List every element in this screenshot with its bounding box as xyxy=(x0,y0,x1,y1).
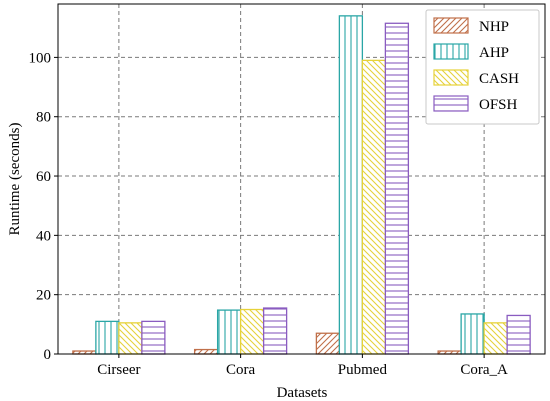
legend-label-nhp: NHP xyxy=(479,19,509,35)
y-axis-ticks: 0 20 40 60 80 100 xyxy=(29,50,58,363)
bar-ofsh-cora xyxy=(262,307,288,355)
x-tick-label: Pubmed xyxy=(338,362,388,378)
bar-ahp-pubmed xyxy=(338,15,364,355)
bar-ofsh-cirseer xyxy=(141,320,166,355)
legend-swatch-ofsh xyxy=(433,95,469,112)
bar-ahp-cora xyxy=(216,309,242,355)
legend-swatch-ahp xyxy=(433,43,469,60)
y-tick-label: 0 xyxy=(44,347,52,363)
plot-frame xyxy=(57,3,546,355)
x-tick-label: Cora_A xyxy=(460,362,508,378)
y-tick-label: 40 xyxy=(36,228,51,244)
bar-cash-cirseer xyxy=(118,322,143,355)
bar-ofsh-cora-a xyxy=(506,314,531,355)
x-axis-ticks: Cirseer Cora Pubmed Cora_A xyxy=(97,354,508,378)
y-axis-title: Runtime (seconds) xyxy=(7,123,23,236)
y-tick-label: 60 xyxy=(36,169,51,185)
bar-nhp-pubmed xyxy=(315,332,341,355)
bar-ahp-cora-a xyxy=(460,313,485,355)
legend-label-ahp: AHP xyxy=(479,45,509,61)
x-tick-label: Cirseer xyxy=(97,362,140,378)
legend-swatch-nhp xyxy=(433,17,469,34)
legend-swatch-cash xyxy=(433,69,469,86)
legend: NHP AHP CASH OFSH xyxy=(425,9,540,125)
bar-cash-cora-a xyxy=(483,322,508,355)
y-tick-label: 80 xyxy=(36,110,51,126)
x-axis-title: Datasets xyxy=(277,385,328,401)
y-tick-label: 100 xyxy=(29,50,52,66)
x-tick-label: Cora xyxy=(226,362,256,378)
bar-ahp-cirseer xyxy=(95,320,120,355)
bar-cash-cora xyxy=(239,308,265,355)
bar-ofsh-pubmed xyxy=(384,22,410,355)
y-tick-label: 20 xyxy=(36,288,51,304)
legend-label-ofsh: OFSH xyxy=(479,97,518,113)
bars xyxy=(72,15,531,355)
legend-label-cash: CASH xyxy=(479,71,519,87)
bar-cash-pubmed xyxy=(361,59,387,355)
bar-nhp-cora xyxy=(193,348,219,355)
